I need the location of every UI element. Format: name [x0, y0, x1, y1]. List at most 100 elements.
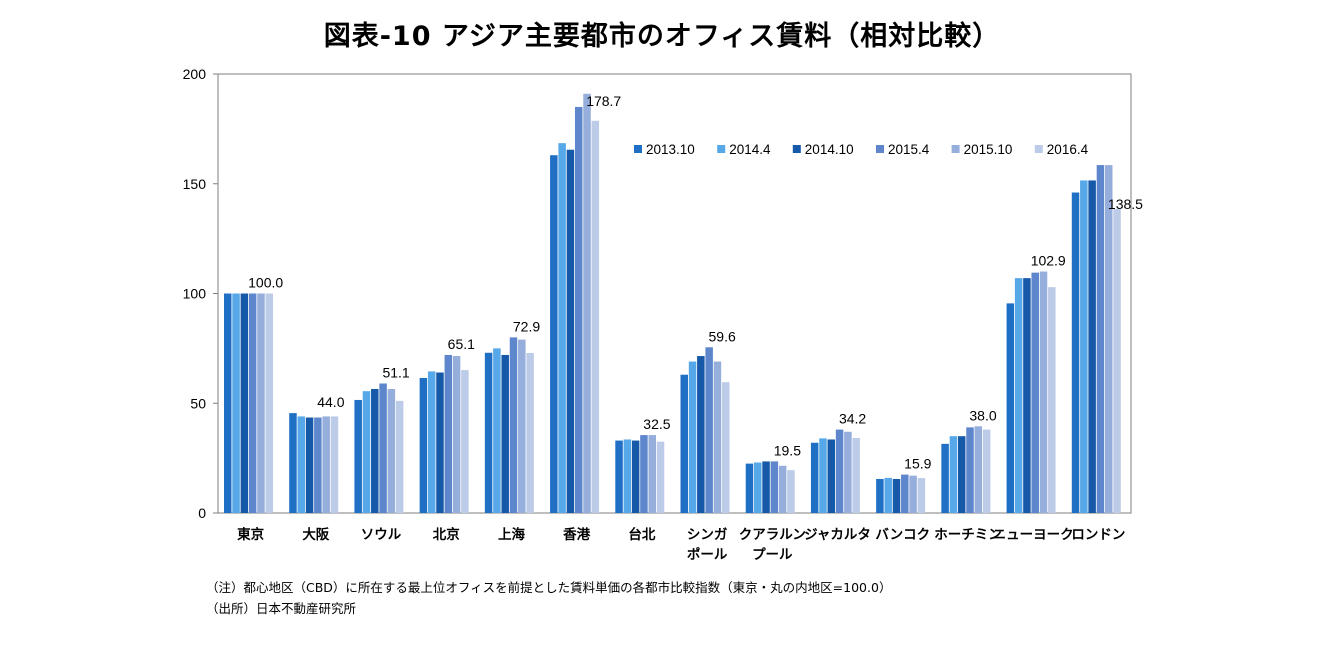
bar: [623, 439, 632, 513]
legend-label: 2014.10: [805, 142, 854, 157]
bar: [419, 378, 428, 513]
bar: [648, 435, 656, 513]
bar: [949, 436, 958, 513]
bar: [762, 461, 770, 513]
y-tick-label: 200: [183, 66, 207, 82]
bar: [314, 417, 322, 513]
bar: [501, 354, 509, 513]
x-tick-label: ポール: [687, 546, 728, 563]
bar: [697, 356, 705, 513]
bar: [484, 352, 493, 513]
bar: [778, 465, 787, 513]
bar: [957, 436, 966, 513]
bar: [680, 374, 688, 513]
bar: [248, 293, 257, 513]
bar: [265, 293, 273, 513]
bar: [884, 477, 892, 513]
bar: [1113, 208, 1121, 513]
bar: [558, 143, 566, 513]
data-label: 15.9: [904, 456, 931, 472]
bar: [224, 293, 232, 513]
bar: [566, 149, 575, 514]
legend-label: 2016.4: [1047, 142, 1089, 157]
x-tick-label: プール: [752, 547, 793, 563]
x-tick-label: ニューヨーク: [993, 527, 1074, 543]
bar: [330, 416, 339, 513]
y-tick-label: 0: [198, 505, 206, 521]
bar: [322, 416, 330, 513]
data-label: 102.9: [1031, 253, 1066, 269]
bar: [615, 440, 623, 513]
bar: [526, 352, 534, 513]
bar: [819, 438, 827, 513]
x-tick-label: ソウル: [361, 527, 402, 543]
bar: [754, 462, 762, 513]
bar: [941, 443, 949, 513]
x-tick-label: ジャカルタ: [804, 527, 871, 543]
bar: [583, 93, 591, 513]
x-tick-label: クアラルン: [739, 527, 806, 543]
bar: [550, 155, 558, 513]
legend-swatch: [634, 145, 642, 153]
bar: [1104, 165, 1113, 513]
bar: [305, 417, 314, 513]
bar: [835, 429, 844, 513]
x-tick-label: 大阪: [302, 526, 329, 543]
x-tick-label: 上海: [498, 526, 525, 543]
data-label: 34.2: [839, 411, 866, 427]
bar: [1039, 271, 1048, 513]
bar: [395, 400, 404, 513]
bar: [232, 293, 240, 513]
bar: [892, 478, 901, 513]
bar: [379, 383, 387, 513]
data-label: 51.1: [382, 364, 409, 380]
bar: [452, 356, 461, 513]
legend-swatch: [792, 145, 801, 153]
bar: [770, 461, 779, 513]
legend-label: 2015.4: [888, 142, 930, 157]
bar: [1023, 278, 1031, 513]
bar: [1048, 287, 1056, 513]
legend-label: 2013.10: [646, 142, 695, 157]
bar: [917, 478, 926, 513]
y-tick-label: 50: [190, 395, 206, 411]
bar: [982, 429, 991, 513]
x-tick-label: 香港: [562, 526, 591, 543]
data-label: 59.6: [709, 328, 736, 344]
bar: [876, 478, 884, 513]
legend-swatch: [951, 145, 960, 153]
bar: [640, 435, 648, 513]
x-tick-label: ホーチミン: [934, 527, 1002, 543]
bar: [745, 463, 754, 513]
bar: [427, 371, 436, 513]
y-tick-label: 100: [183, 286, 207, 302]
bar: [493, 348, 501, 513]
y-tick-label: 150: [183, 176, 207, 192]
bar: [688, 361, 697, 513]
bar: [1088, 180, 1096, 513]
data-label: 32.5: [643, 416, 670, 432]
bar: [787, 470, 795, 513]
bar: [656, 441, 665, 513]
bar: [909, 475, 917, 513]
bar: [297, 416, 306, 513]
bar: [591, 120, 600, 513]
data-label: 38.0: [969, 407, 996, 423]
legend-label: 2015.10: [964, 142, 1013, 157]
bar: [1080, 180, 1088, 513]
bar: [827, 439, 836, 513]
data-label: 138.5: [1108, 196, 1143, 212]
bar: [966, 427, 974, 513]
bar: [713, 361, 722, 513]
data-label: 19.5: [774, 442, 801, 458]
bar: [705, 347, 713, 513]
bar: [574, 106, 583, 514]
x-tick-label: ロンドン: [1071, 527, 1125, 543]
bar: [461, 370, 469, 513]
bar: [1096, 165, 1105, 513]
bar: [722, 382, 730, 513]
bar: [1031, 272, 1039, 513]
bar: [257, 293, 265, 513]
data-label: 72.9: [513, 318, 540, 334]
